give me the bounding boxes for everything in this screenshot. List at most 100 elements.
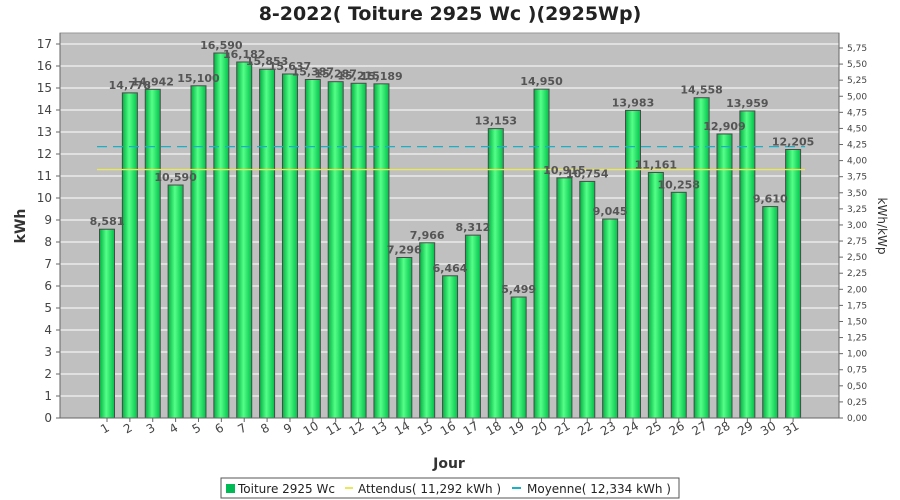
right-axis: 0,00 0,25 0,50 0,75 1,00 1,25 1,50 1,75 2,00 2,25… <box>838 33 867 424</box>
y-tick-label: 13 <box>37 125 52 139</box>
data-label: 10,590 <box>154 171 197 184</box>
right-tick-label: 4,50 <box>847 124 867 134</box>
x-tick-label: 25 <box>644 419 664 439</box>
x-tick-label: 3 <box>144 421 158 437</box>
x-tick-label: 9 <box>281 421 295 437</box>
legend-swatch-bars <box>226 484 235 493</box>
right-tick-label: 2,75 <box>847 237 867 247</box>
bar-day-5 <box>190 85 207 419</box>
bar-day-10 <box>304 78 321 419</box>
bar-day-7 <box>236 61 253 419</box>
bar-day-11 <box>327 81 344 419</box>
bar-day-9 <box>281 73 298 419</box>
y-tick-label: 7 <box>44 257 52 271</box>
y-tick-label: 16 <box>37 59 52 73</box>
right-tick-label: 0,50 <box>847 382 867 392</box>
right-tick-label: 2,50 <box>847 253 867 263</box>
y-tick-label: 9 <box>44 213 52 227</box>
bar-day-14 <box>396 256 413 419</box>
y-tick-label: 5 <box>44 301 52 315</box>
data-label: 15,637 <box>269 60 311 73</box>
data-label: 8,312 <box>456 221 491 234</box>
right-tick-label: 5,75 <box>847 44 867 54</box>
x-tick-label: 23 <box>598 419 618 439</box>
data-label: 13,959 <box>726 97 768 110</box>
right-tick-label: 0,75 <box>847 366 867 376</box>
bar-day-28 <box>716 133 733 419</box>
x-tick-label: 14 <box>392 419 412 439</box>
bar-day-24 <box>625 109 642 419</box>
right-tick-label: 0,25 <box>847 398 867 408</box>
data-label: 14,942 <box>132 75 174 88</box>
y-tick-label: 11 <box>37 169 52 183</box>
x-tick-label: 29 <box>735 419 755 439</box>
data-label: 15,189 <box>360 70 402 83</box>
x-tick-label: 5 <box>190 421 204 437</box>
x-tick-label: 2 <box>121 421 135 437</box>
right-tick-label: 4,25 <box>847 141 867 151</box>
bar-day-20 <box>533 88 550 419</box>
bar-day-16 <box>442 275 459 419</box>
right-tick-label: 4,75 <box>847 108 867 118</box>
legend-label-average: Moyenne( 12,334 kWh ) <box>527 482 671 496</box>
x-axis-title: Jour <box>432 456 465 472</box>
x-tick-label: 18 <box>484 419 504 439</box>
data-label: 14,950 <box>520 75 563 88</box>
right-tick-label: 3,00 <box>847 221 867 231</box>
bar-day-30 <box>762 206 779 419</box>
x-tick-label: 21 <box>552 419 572 439</box>
x-tick-label: 17 <box>461 419 481 439</box>
right-tick-label: 1,25 <box>847 334 867 344</box>
x-tick-label: 19 <box>507 419 527 439</box>
x-tick-label: 26 <box>667 419 687 439</box>
bar-day-8 <box>259 68 276 419</box>
bar-day-19 <box>510 296 527 419</box>
data-label: 10,258 <box>658 178 700 191</box>
data-label: 15,287 <box>314 68 356 81</box>
data-label: 10,915 <box>543 164 585 177</box>
y-axis-title: kWh <box>13 209 29 244</box>
legend-label-expected: Attendus( 11,292 kWh ) <box>358 482 501 496</box>
right-tick-label: 5,00 <box>847 92 867 102</box>
x-tick-label: 12 <box>346 419 366 439</box>
bar-day-4 <box>167 184 184 419</box>
x-tick-label: 10 <box>301 419 321 439</box>
reference-lines <box>97 146 806 171</box>
y-tick-label: 14 <box>37 103 52 117</box>
data-label: 7,966 <box>410 229 445 242</box>
right-tick-label: 5,25 <box>847 76 867 86</box>
legend: Toiture 2925 Wc Attendus( 11,292 kWh ) M… <box>220 477 680 499</box>
x-tick-label: 4 <box>167 421 181 437</box>
y-tick-label: 12 <box>37 147 52 161</box>
bar-day-18 <box>487 128 504 419</box>
y-tick-label: 17 <box>37 37 52 51</box>
x-tick-label: 24 <box>621 419 641 439</box>
y-tick-label: 0 <box>44 411 52 425</box>
right-tick-label: 1,00 <box>847 350 867 360</box>
x-tick-label: 31 <box>781 419 801 439</box>
x-tick-label: 22 <box>575 419 595 439</box>
data-label: 12,205 <box>772 135 814 148</box>
right-tick-label: 0,00 <box>847 414 867 424</box>
y-tick-label: 6 <box>44 279 52 293</box>
bar-day-27 <box>693 97 710 419</box>
data-label: 11,161 <box>635 158 677 171</box>
x-tick-label: 1 <box>98 421 112 437</box>
data-label: 8,581 <box>90 215 125 228</box>
y-tick-label: 2 <box>44 367 52 381</box>
bar-day-26 <box>670 191 687 419</box>
x-tick-label: 6 <box>213 421 227 437</box>
data-label: 5,499 <box>501 283 536 296</box>
data-label: 9,045 <box>593 205 628 218</box>
data-label: 10,754 <box>566 167 609 180</box>
bars <box>99 52 802 419</box>
data-label: 15,100 <box>177 72 220 85</box>
x-tick-label: 16 <box>438 419 458 439</box>
right-axis-title: kWh/kWp <box>875 198 889 255</box>
data-label: 9,610 <box>753 193 788 206</box>
y-tick-label: 8 <box>44 235 52 249</box>
data-label: 15,215 <box>337 69 379 82</box>
bar-day-23 <box>602 218 619 419</box>
